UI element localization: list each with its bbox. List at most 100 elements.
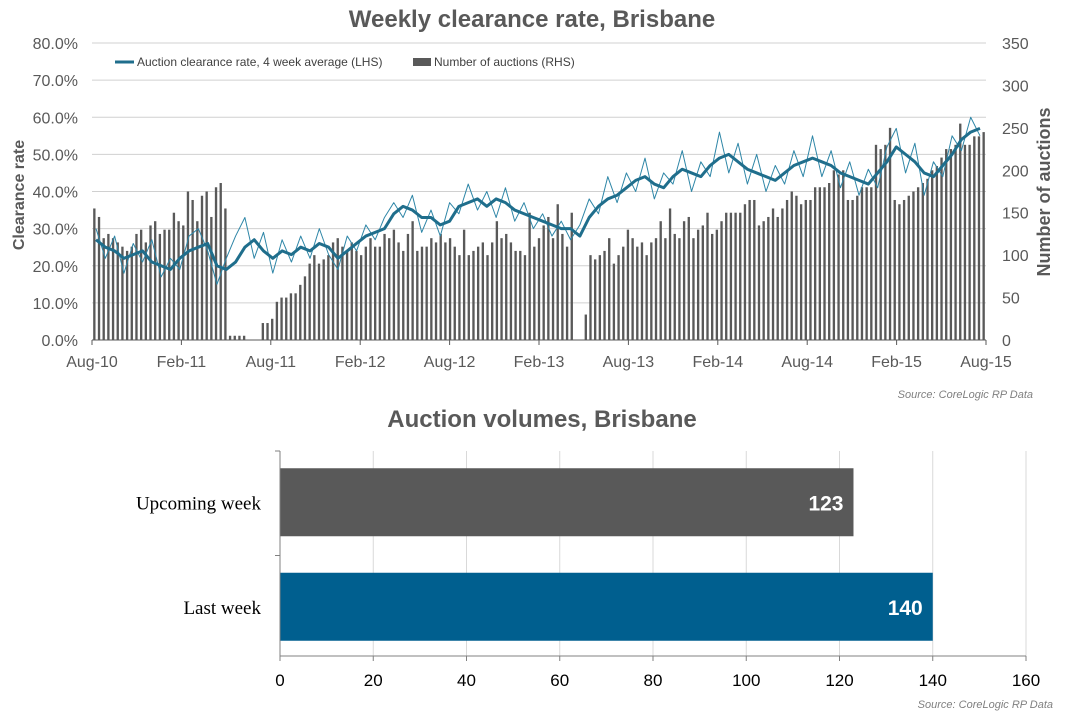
auction-count-bar xyxy=(907,195,910,340)
auction-count-bar xyxy=(696,229,700,340)
auction-count-bar xyxy=(743,204,747,340)
top-x-tick-label: Aug-10 xyxy=(66,354,118,371)
auction-count-bar xyxy=(182,225,185,340)
auction-count-bar xyxy=(888,127,892,340)
auction-count-bar xyxy=(537,238,541,340)
auction-count-bar xyxy=(879,149,882,340)
auction-count-bar xyxy=(172,212,176,340)
auction-count-bar xyxy=(748,199,751,340)
volume-bar xyxy=(280,572,933,641)
auction-count-bar xyxy=(402,250,405,340)
auction-count-bar xyxy=(121,246,124,340)
auction-count-bar xyxy=(565,246,569,340)
top-right-tick-label: 250 xyxy=(1002,121,1029,138)
auction-count-bar xyxy=(790,191,793,340)
auction-count-bar xyxy=(682,221,686,340)
auction-count-bar xyxy=(725,212,728,340)
top-left-tick-label: 80.0% xyxy=(33,36,78,53)
top-x-tick-label: Feb-14 xyxy=(692,354,743,371)
auction-count-bar xyxy=(205,191,208,340)
top-chart-lines xyxy=(95,116,981,285)
auction-count-bar xyxy=(640,242,644,340)
auction-count-bar xyxy=(828,183,831,340)
auction-count-bar xyxy=(228,335,232,340)
auction-count-bar xyxy=(608,238,611,340)
top-chart-source: Source: CoreLogic RP Data xyxy=(898,389,1033,401)
auction-count-bar xyxy=(491,242,494,340)
top-left-tick-label: 50.0% xyxy=(33,147,78,164)
bottom-x-tick-label: 120 xyxy=(825,671,853,690)
auction-count-bar xyxy=(322,259,325,340)
top-right-tick-label: 150 xyxy=(1002,206,1029,223)
clearance-4wk-average-line xyxy=(95,126,981,271)
auction-count-bar xyxy=(678,238,681,340)
auction-count-bar xyxy=(659,221,662,340)
auction-count-bar xyxy=(832,170,836,340)
volume-bar xyxy=(280,468,854,537)
weekly-clearance-line xyxy=(95,116,981,285)
auction-count-bar xyxy=(542,225,545,340)
auction-count-bar xyxy=(317,263,321,340)
bottom-x-tick-label: 40 xyxy=(457,671,476,690)
auction-count-bar xyxy=(369,238,372,340)
auction-count-bar xyxy=(200,195,204,340)
bottom-chart-x-tick-labels: 0 20 40 60 80 100 120 140 160 xyxy=(275,656,1040,690)
auction-count-bar xyxy=(692,238,695,340)
top-x-tick-label: Aug-12 xyxy=(424,354,476,371)
auction-count-bar xyxy=(533,246,536,340)
auction-count-bar xyxy=(210,216,213,340)
top-right-tick-label: 100 xyxy=(1002,248,1029,265)
auction-count-bar xyxy=(345,250,349,340)
top-right-tick-label: 50 xyxy=(1002,291,1020,308)
auction-count-bar xyxy=(977,136,981,340)
top-right-tick-label: 200 xyxy=(1002,163,1029,180)
auction-count-bar xyxy=(125,250,129,340)
auction-count-bar xyxy=(275,301,279,340)
auction-count-bar xyxy=(495,221,499,340)
top-x-tick-label: Feb-13 xyxy=(514,354,565,371)
top-left-tick-label: 30.0% xyxy=(33,222,78,239)
volume-category-label: Last week xyxy=(183,598,261,619)
auction-count-bar xyxy=(865,187,868,340)
auction-count-bar xyxy=(551,238,555,340)
auction-count-bar xyxy=(729,212,733,340)
auction-count-bar xyxy=(846,199,850,340)
top-x-tick-label: Feb-11 xyxy=(157,354,207,371)
auction-count-bar xyxy=(584,314,587,340)
auction-count-bar xyxy=(785,199,789,340)
auction-count-bar xyxy=(739,212,742,340)
auction-count-bar xyxy=(505,233,508,340)
top-x-tick-label: Feb-15 xyxy=(871,354,922,371)
auction-count-bar xyxy=(313,255,316,340)
top-chart-bars xyxy=(93,123,985,340)
auction-count-bar xyxy=(285,297,288,340)
auction-count-bar xyxy=(804,199,807,340)
auction-count-bar xyxy=(111,238,115,340)
auction-count-bar xyxy=(959,123,962,340)
auction-count-bar xyxy=(963,144,967,340)
auction-count-bar xyxy=(233,335,236,340)
top-left-tick-label: 0.0% xyxy=(42,333,78,350)
auction-count-bar xyxy=(631,238,634,340)
auction-count-bar xyxy=(242,335,246,340)
auction-count-bar xyxy=(636,246,639,340)
top-x-tick-label: Feb-12 xyxy=(335,354,386,371)
bottom-chart-bars: 123 140 xyxy=(280,468,933,641)
auction-count-bar xyxy=(289,293,293,340)
auction-count-bar xyxy=(893,199,896,340)
auction-count-bar xyxy=(261,323,265,340)
auction-count-bar xyxy=(158,233,162,340)
top-right-tick-label: 350 xyxy=(1002,36,1029,53)
auction-count-bar xyxy=(884,144,887,340)
auction-count-bar xyxy=(818,187,822,340)
auction-count-bar xyxy=(481,242,485,340)
auction-count-bar xyxy=(650,242,653,340)
auction-count-bar xyxy=(856,195,859,340)
auction-count-bar xyxy=(926,178,929,340)
auction-count-bar xyxy=(299,284,302,340)
auction-count-bar xyxy=(781,208,784,340)
volume-bar-value-label: 123 xyxy=(808,492,843,515)
auction-count-bar xyxy=(519,250,522,340)
auction-count-bar xyxy=(837,174,840,340)
auction-count-bar xyxy=(931,170,934,340)
